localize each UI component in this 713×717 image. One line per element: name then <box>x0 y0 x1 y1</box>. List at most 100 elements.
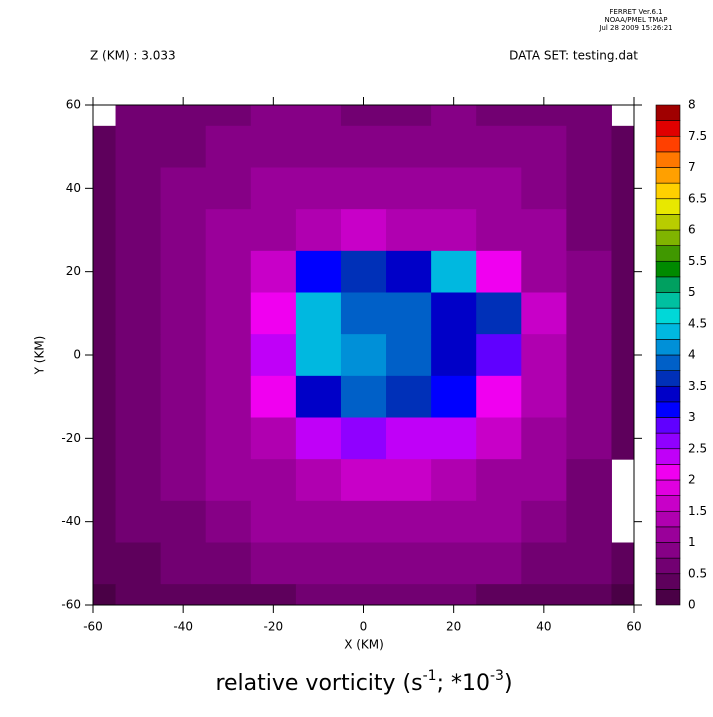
colorbar-label: 7 <box>688 160 696 174</box>
field-cell <box>340 334 387 377</box>
field-cell <box>295 105 342 127</box>
field-cell <box>431 375 477 418</box>
y-tick-label: -20 <box>61 431 81 445</box>
field-cell <box>93 375 117 418</box>
field-cell <box>93 167 117 210</box>
title-part: relative vorticity (s <box>215 671 422 696</box>
y-tick-label: -40 <box>61 514 81 528</box>
field-cell <box>340 105 387 127</box>
field-cell <box>93 417 117 460</box>
chart-title: relative vorticity (s-1; *10-3) <box>215 668 512 696</box>
field-cell <box>566 334 612 377</box>
field-cell <box>386 209 432 252</box>
field-cell <box>611 209 634 252</box>
y-tick-label: 40 <box>66 181 81 195</box>
field-cell <box>160 459 207 502</box>
colorbar-label: 7.5 <box>688 129 707 143</box>
field-cell <box>521 584 567 605</box>
field-cell <box>521 250 567 293</box>
field-cell <box>160 167 207 210</box>
field-cell <box>386 459 432 502</box>
field-cell <box>250 375 297 418</box>
field-cell <box>521 125 567 168</box>
field-cell <box>93 584 117 605</box>
colorbar-box <box>655 245 681 262</box>
field-cell <box>205 209 252 252</box>
field-cell <box>431 105 477 127</box>
field-cell <box>386 292 432 335</box>
field-cell <box>205 105 252 127</box>
field-cell <box>205 584 252 605</box>
field-cell <box>476 125 522 168</box>
field-cell <box>566 459 612 502</box>
colorbar-label: 6 <box>688 223 696 237</box>
colorbar-box <box>655 182 681 200</box>
field-cell <box>476 292 522 335</box>
colorbar-label: 5.5 <box>688 254 707 268</box>
field-cell <box>205 250 252 293</box>
x-tick-label: 20 <box>446 620 461 634</box>
field-cell <box>160 105 207 127</box>
colorbar-label: 0.5 <box>688 566 707 580</box>
field-cell <box>521 375 567 418</box>
colorbar-box <box>655 495 681 512</box>
colorbar-box <box>655 526 681 543</box>
field-cell <box>250 209 297 252</box>
field-cell <box>611 250 634 293</box>
field-cell <box>476 167 522 210</box>
field-cell <box>476 105 522 127</box>
x-tick-label: 40 <box>536 620 551 634</box>
field-cell <box>115 250 162 293</box>
field-cell <box>295 417 342 460</box>
field-cell <box>340 459 387 502</box>
field-cell <box>295 167 342 210</box>
x-tick-label: -60 <box>83 620 103 634</box>
field-cell <box>566 209 612 252</box>
colorbar-box <box>655 198 681 215</box>
field-cell <box>160 500 207 543</box>
field-cell <box>611 167 634 210</box>
colorbar-box <box>655 385 681 403</box>
colorbar-box <box>655 417 681 434</box>
colorbar-box <box>655 276 681 293</box>
field-cell <box>566 375 612 418</box>
colorbar-box <box>655 510 681 528</box>
field-cell <box>521 292 567 335</box>
colorbar-box <box>655 573 681 590</box>
y-tick-label: 0 <box>73 348 81 362</box>
colorbar-box <box>655 354 681 371</box>
field-cell <box>566 167 612 210</box>
field-cell <box>205 459 252 502</box>
field-cell <box>160 334 207 377</box>
field-cell <box>386 105 432 127</box>
colorbar-label: 0 <box>688 598 696 612</box>
field <box>93 105 634 605</box>
field-cell <box>611 584 634 605</box>
header-right: DATA SET: testing.dat <box>509 49 638 63</box>
field-cell <box>295 459 342 502</box>
field-cell <box>566 292 612 335</box>
field-cell <box>115 542 162 585</box>
field-cell <box>521 459 567 502</box>
colorbar-box <box>655 135 681 153</box>
colorbar-label: 3.5 <box>688 379 707 393</box>
colorbar-box <box>655 167 681 184</box>
field-cell <box>386 167 432 210</box>
field-cell <box>611 334 634 377</box>
colorbar-box <box>655 432 681 450</box>
field-cell <box>93 459 117 502</box>
colorbar-box <box>655 339 681 356</box>
field-cell <box>93 125 117 168</box>
x-tick-label: -40 <box>173 620 193 634</box>
field-cell <box>476 500 522 543</box>
stamp-line: FERRET Ver.6.1 <box>609 8 662 16</box>
field-cell <box>250 125 297 168</box>
colorbar-label: 4.5 <box>688 316 707 330</box>
colorbar-box <box>655 370 681 387</box>
field-cell <box>611 375 634 418</box>
field-cell <box>521 500 567 543</box>
colorbar-box <box>655 448 681 465</box>
field-cell <box>521 209 567 252</box>
colorbar-label: 3 <box>688 410 696 424</box>
